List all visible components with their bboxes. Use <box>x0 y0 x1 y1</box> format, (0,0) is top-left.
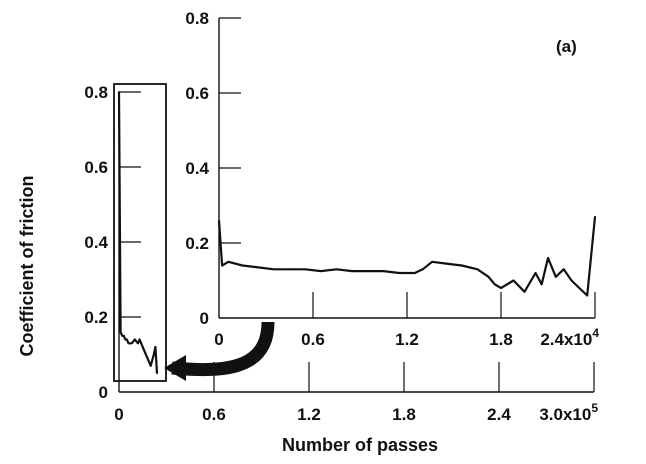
inset-data-point <box>540 283 543 286</box>
inset-data-point <box>523 290 526 293</box>
main-data-point <box>126 338 128 341</box>
inset-data-point <box>554 275 557 278</box>
main-y-tick-label: 0 <box>99 383 108 402</box>
inset-data-point <box>500 287 502 289</box>
main-data-point <box>140 342 143 345</box>
inset-data-point <box>351 270 354 272</box>
inset-x-tick-label: 1.8 <box>489 330 513 349</box>
main-x-tick-label: 0 <box>114 405 123 424</box>
zoom-arrow-head <box>164 355 186 381</box>
main-y-tick-label: 0.6 <box>84 158 108 177</box>
inset-data-point <box>241 264 244 267</box>
inset-data-point <box>445 262 448 265</box>
inset-data-point <box>304 268 307 271</box>
inset-x-tick-label: 0.6 <box>301 330 325 349</box>
inset-data-point <box>562 268 565 271</box>
x-axis-title: Number of passes <box>282 435 438 455</box>
main-data-point <box>133 338 136 341</box>
main-x-tick-label: 0.6 <box>202 405 226 424</box>
main-data-point <box>152 353 155 356</box>
main-data-point <box>122 334 125 337</box>
inset-data-point <box>460 264 463 267</box>
inset-y-tick-label: 0.8 <box>185 9 209 28</box>
inset-data-point <box>570 279 573 282</box>
inset-data-point <box>586 294 589 297</box>
inset-data-point <box>319 270 322 272</box>
main-data-point <box>130 342 133 345</box>
main-ticks: 0 0.6 1.2 1.8 2.4 3.0x105 0 0.2 0.4 0.6 0.8 <box>84 83 598 424</box>
inset-data-point <box>227 260 230 263</box>
inset-x-tick-label: 1.2 <box>395 330 419 349</box>
main-x-tick-exponent: 5 <box>591 401 598 415</box>
main-data-point <box>149 364 152 367</box>
inset-data-point <box>272 268 275 271</box>
main-data-point <box>143 349 146 352</box>
main-data-point <box>119 331 122 333</box>
inset-ticks: 0 0.6 1.2 1.8 2.4x104 0 0.2 0.4 0.6 0.8 <box>185 9 599 349</box>
inset-series <box>217 215 597 297</box>
inset-y-tick-label: 0.6 <box>185 84 209 103</box>
inset-data-point <box>547 257 549 259</box>
main-data-point <box>154 346 157 348</box>
main-data-point <box>118 91 120 93</box>
inset-data-point <box>493 283 496 286</box>
main-data-point <box>138 338 141 341</box>
inset-data-point <box>487 275 490 278</box>
inset-data-point <box>398 272 401 274</box>
zoom-arrow <box>171 321 275 377</box>
main-x-tick-label: 1.2 <box>297 405 321 424</box>
inset-data-point <box>476 268 479 271</box>
main-data-point <box>156 372 158 375</box>
inset-data-point <box>421 268 424 271</box>
inset-x-tick-exponent: 4 <box>592 326 599 340</box>
inset-x-tick-label: 0 <box>214 330 223 349</box>
inset-data-point <box>382 270 385 272</box>
inset-data-point <box>366 270 369 272</box>
panel-label: (a) <box>556 37 577 56</box>
inset-data-point <box>218 219 220 222</box>
inset-data-point <box>335 268 338 271</box>
inset-y-tick-label: 0.2 <box>185 234 209 253</box>
main-data-point <box>137 342 139 345</box>
inset-data-point <box>512 279 515 282</box>
main-x-tick-label: 3.0x105 <box>539 401 598 424</box>
inset-y-tick-label: 0 <box>200 309 209 328</box>
inset-data-point <box>534 272 537 274</box>
main-series <box>117 91 159 375</box>
main-y-tick-label: 0.8 <box>84 83 108 102</box>
main-y-tick-label: 0.4 <box>84 233 108 252</box>
main-x-tick-label: 2.4 <box>487 405 511 424</box>
inset-data-point <box>431 260 433 263</box>
main-data-point <box>127 342 130 345</box>
inset-data-point <box>578 287 581 289</box>
inset-data-point <box>288 268 291 271</box>
main-x-tick-label: 1.8 <box>392 405 416 424</box>
main-data-point <box>146 357 149 360</box>
inset-y-tick-label: 0.4 <box>185 159 209 178</box>
main-data-point <box>124 338 127 341</box>
inset-data-point <box>594 215 596 218</box>
main-data-point <box>121 334 124 337</box>
main-series-line <box>117 91 159 374</box>
inset-data-point <box>257 266 260 269</box>
inset-series-line <box>217 216 597 297</box>
inset-data-point <box>413 272 416 274</box>
y-axis-title: Coefficient of friction <box>17 176 37 357</box>
main-y-tick-label: 0.2 <box>84 308 108 327</box>
inset-data-point <box>221 264 224 267</box>
zoom-box <box>113 83 167 382</box>
inset-x-tick-label: 2.4x104 <box>540 326 599 349</box>
